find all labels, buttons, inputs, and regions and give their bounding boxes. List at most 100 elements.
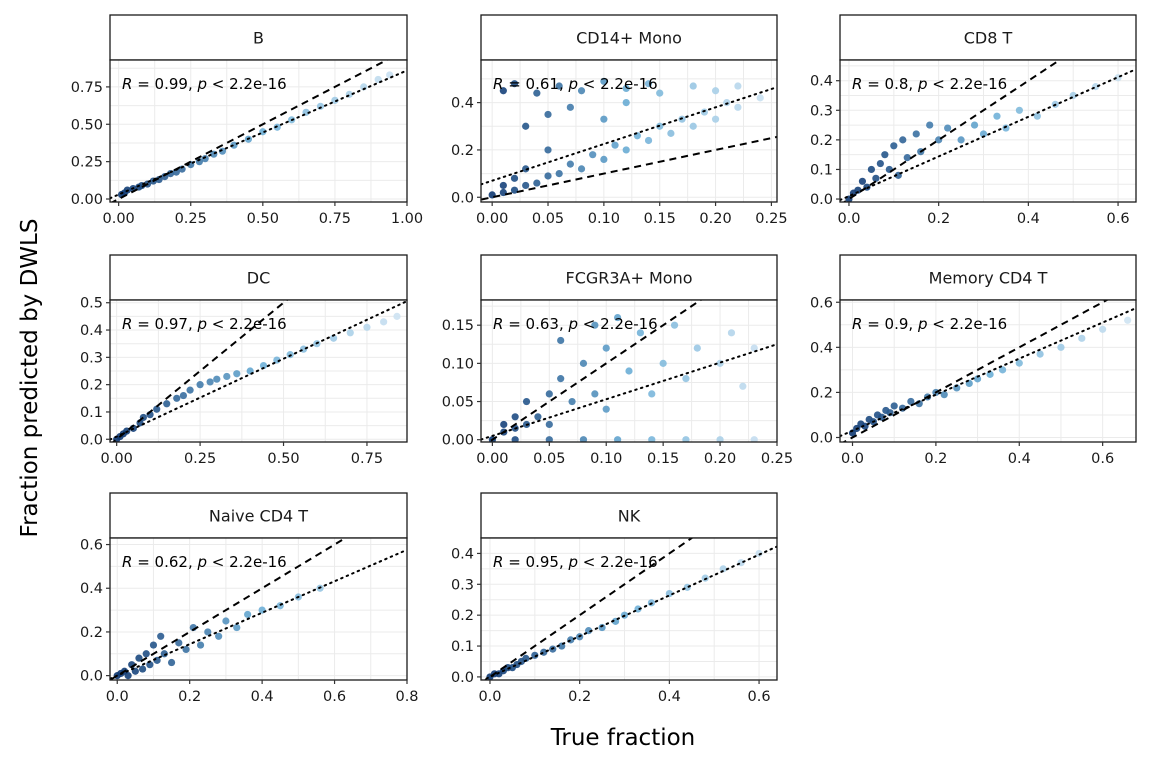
data-point: [648, 436, 656, 442]
facet-strip: [109, 254, 408, 301]
y-tick-label: 0.4: [810, 74, 833, 90]
data-point: [533, 179, 541, 187]
facet-strip: [839, 254, 1137, 301]
correlation-annotation: R = 0.61, p < 2.2e-16: [493, 75, 658, 93]
data-point: [204, 628, 212, 636]
data-point: [890, 402, 898, 410]
correlation-annotation: R = 0.97, p < 2.2e-16: [122, 315, 287, 333]
data-point: [585, 627, 593, 635]
y-tick-label: 0.2: [810, 385, 833, 401]
x-tick-label: 0.25: [184, 451, 216, 467]
data-point: [346, 329, 354, 337]
panel-border: [480, 59, 778, 203]
panel-border: [109, 299, 408, 443]
data-point: [659, 359, 667, 367]
x-tick-label: 0.50: [247, 211, 279, 227]
y-tick-label: 0.00: [71, 192, 103, 208]
y-tick-label: 0.2: [451, 608, 474, 624]
fit-line: [840, 68, 1136, 202]
data-point: [1057, 343, 1065, 351]
axes: 0.00 0.25 0.50 0.75 0.0 0.1 0.2 0.3 0.4 0.5: [80, 296, 383, 467]
data-point: [579, 359, 588, 367]
x-tick-label: 0.8: [395, 689, 418, 705]
data-point: [682, 375, 690, 383]
data-point: [196, 381, 204, 389]
panel-7: NKR = 0.95, p < 2.2e-160.0 0.2 0.4 0.60.00.…: [451, 492, 778, 705]
y-tick-label: 0.3: [451, 577, 474, 593]
data-point: [1033, 112, 1041, 120]
data-point: [591, 321, 599, 329]
points: [488, 313, 758, 442]
data-point: [149, 641, 158, 649]
y-tick-label: 0.50: [71, 117, 103, 133]
facet-strip: [480, 14, 778, 61]
correlation-annotation: R = 0.99, p < 2.2e-16: [122, 75, 287, 93]
data-point: [545, 436, 553, 442]
data-point: [153, 405, 161, 413]
fit-line: [840, 307, 1136, 438]
data-point: [625, 367, 633, 375]
data-point: [522, 165, 530, 173]
data-point: [544, 146, 552, 154]
data-point: [589, 151, 597, 159]
data-point: [899, 136, 907, 144]
x-tick-label: 0.6: [1107, 211, 1130, 227]
data-point: [182, 645, 190, 654]
data-point: [545, 390, 553, 398]
data-point: [907, 397, 915, 406]
data-point: [727, 329, 736, 337]
data-point: [1015, 359, 1023, 367]
y-tick-label: 0.4: [451, 96, 474, 112]
data-point: [872, 174, 880, 182]
x-tick-label: 0.05: [532, 211, 564, 227]
data-point: [1099, 325, 1107, 333]
gridlines: [840, 60, 1136, 202]
data-point: [885, 165, 893, 174]
x-tick-label: 0.2: [927, 211, 950, 227]
data-point: [644, 80, 653, 88]
data-point: [683, 583, 691, 591]
data-point: [656, 89, 664, 97]
identity-line: [481, 135, 777, 201]
data-point: [329, 334, 338, 342]
axes: 0.0 0.2 0.4 0.6 0.0 0.2 0.4 0.6: [810, 295, 1114, 467]
x-tick-label: 0.15: [647, 451, 679, 467]
panel-border: [839, 59, 1137, 203]
facet-label: CD14+ Mono: [576, 29, 682, 48]
correlation-annotation: R = 0.95, p < 2.2e-16: [493, 553, 658, 571]
data-point: [648, 390, 656, 398]
facet-label: Naive CD4 T: [209, 507, 308, 526]
data-point: [142, 650, 150, 658]
y-axis-title: Fraction predicted by DWLS: [17, 219, 43, 538]
y-tick-label: 0.4: [80, 581, 103, 597]
axes: 0.0 0.2 0.4 0.6 0.0 0.1 0.2 0.3 0.4: [451, 546, 771, 705]
identity-line: [111, 300, 289, 442]
panel-0: B R = 0.99, p < 2.2e-16 0.00 0.25 0.50 0.75 1.…: [71, 14, 423, 227]
data-point: [557, 375, 565, 383]
axes: 0.00 0.05 0.10 0.15 0.20 0.25 0.0 0.2 0.4: [451, 96, 788, 227]
y-tick-label: 0.5: [80, 296, 103, 312]
gridlines: [110, 60, 408, 202]
data-point: [614, 313, 622, 322]
y-tick-label: 0.4: [451, 546, 474, 562]
x-tick-label: 0.15: [644, 211, 676, 227]
data-point: [544, 110, 552, 119]
data-point: [510, 174, 519, 182]
data-point: [667, 129, 675, 137]
data-point: [499, 181, 507, 190]
y-tick-label: 0.0: [451, 190, 474, 206]
panel-1: CD14+ Mono R = 0.61, p < 2.2e-16 0.00 0.05 0…: [451, 14, 788, 227]
data-point: [510, 80, 519, 88]
x-tick-label: 0.00: [101, 451, 133, 467]
data-point: [622, 99, 630, 107]
data-point: [611, 141, 619, 149]
data-point: [1036, 350, 1044, 358]
fit-line: [110, 548, 407, 680]
correlation-annotation: R = 0.63, p < 2.2e-16: [493, 315, 658, 333]
data-point: [734, 82, 742, 90]
x-tick-label: 0.0: [841, 451, 864, 467]
x-tick-label: 0.75: [319, 211, 351, 227]
data-point: [600, 115, 608, 123]
